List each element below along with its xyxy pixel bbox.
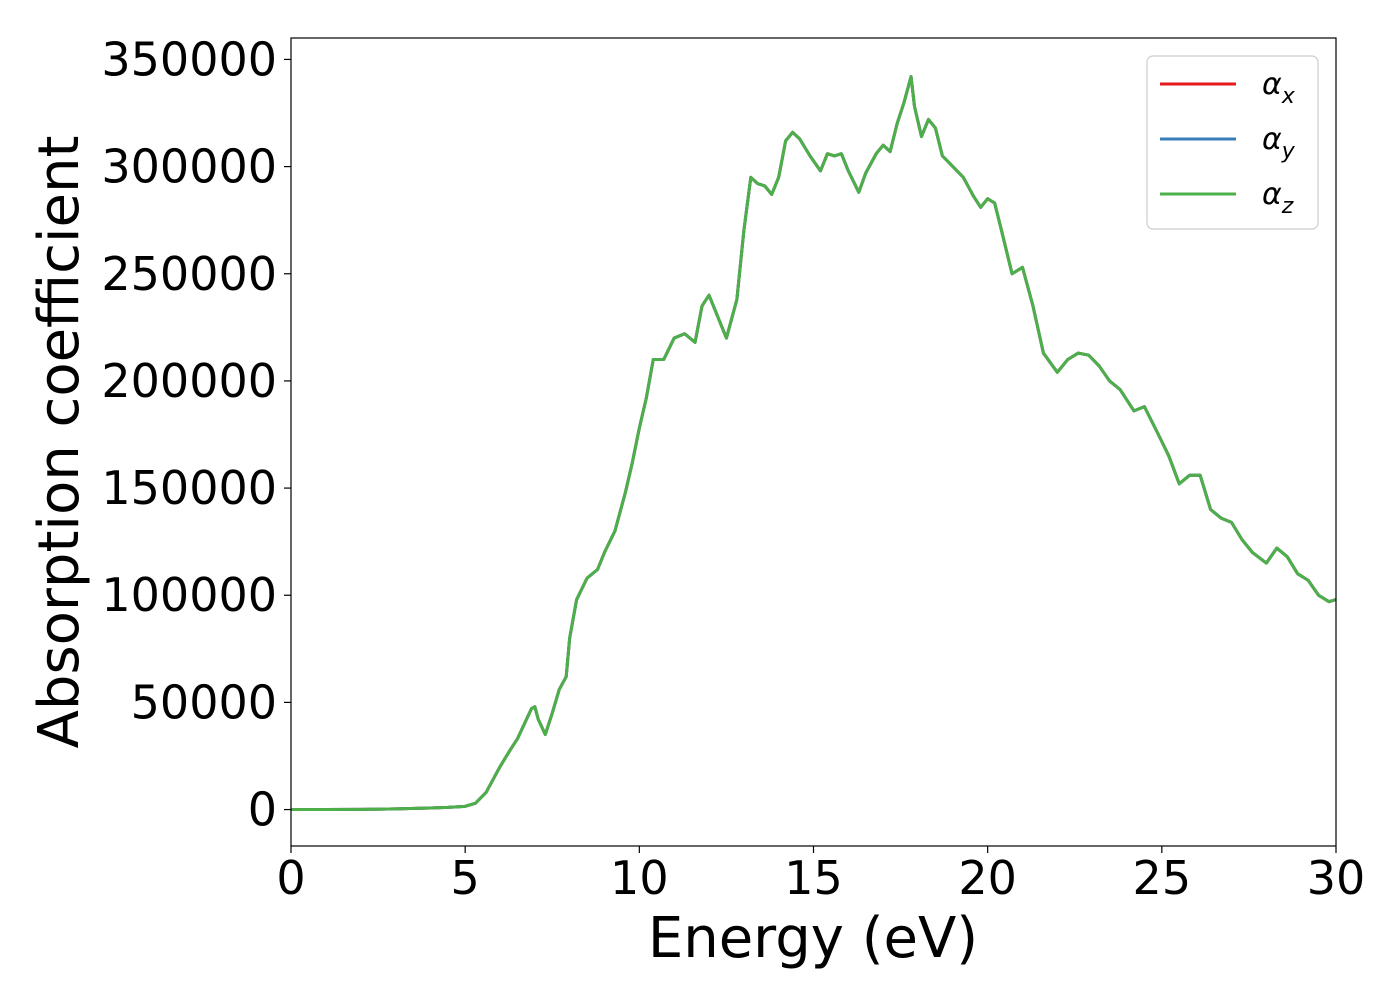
y-tick-label: 100000 <box>101 568 277 622</box>
y-axis-ticks: 0 50000 100000 150000 200000 250000 300000 3500… <box>101 32 291 837</box>
x-axis-label: Energy (eV) <box>648 906 978 971</box>
y-tick-label: 0 <box>248 783 277 837</box>
y-tick-label: 200000 <box>101 354 277 408</box>
series-line-z <box>291 75 1336 812</box>
x-tick-label: 20 <box>958 851 1017 905</box>
legend-label-x: αx <box>1262 67 1296 109</box>
x-axis-ticks: 0 5 10 15 20 25 30 <box>276 846 1365 905</box>
x-tick-label: 5 <box>451 851 480 905</box>
x-tick-label: 25 <box>1133 851 1192 905</box>
legend-box <box>1146 55 1319 230</box>
y-tick-label: 50000 <box>131 675 277 729</box>
legend-label-y: αy <box>1262 122 1296 164</box>
legend-label-z: αz <box>1262 177 1294 219</box>
y-tick-label: 350000 <box>101 32 277 86</box>
x-tick-label: 30 <box>1307 851 1366 905</box>
y-axis-label: Absorption coefficient <box>27 136 92 749</box>
x-tick-label: 0 <box>276 851 305 905</box>
y-tick-label: 250000 <box>101 247 277 301</box>
x-tick-label: 10 <box>610 851 669 905</box>
series-layer <box>291 75 1336 812</box>
legend: αx αy αz <box>1146 55 1319 230</box>
y-tick-label: 300000 <box>101 140 277 194</box>
y-tick-label: 150000 <box>101 461 277 515</box>
x-tick-label: 15 <box>784 851 843 905</box>
